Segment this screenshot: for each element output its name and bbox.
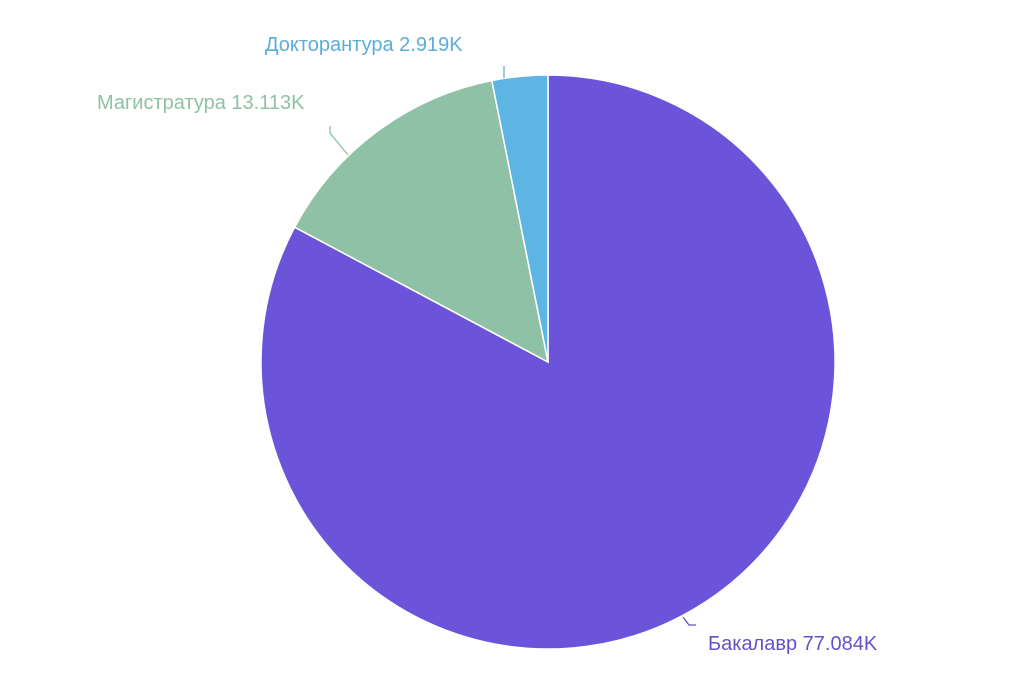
- label-doktorantura: Докторантура 2.919K: [265, 34, 463, 56]
- slice-Докторантура[interactable]: [490, 74, 549, 363]
- label-bakalavr: Бакалавр 77.084K: [708, 633, 878, 655]
- leader-line-Бакалавр: [682, 616, 696, 626]
- leader-line-Магистратура: [329, 126, 349, 156]
- slice-Магистратура[interactable]: [293, 79, 550, 364]
- label-magistratura: Магистратура 13.113K: [97, 92, 305, 114]
